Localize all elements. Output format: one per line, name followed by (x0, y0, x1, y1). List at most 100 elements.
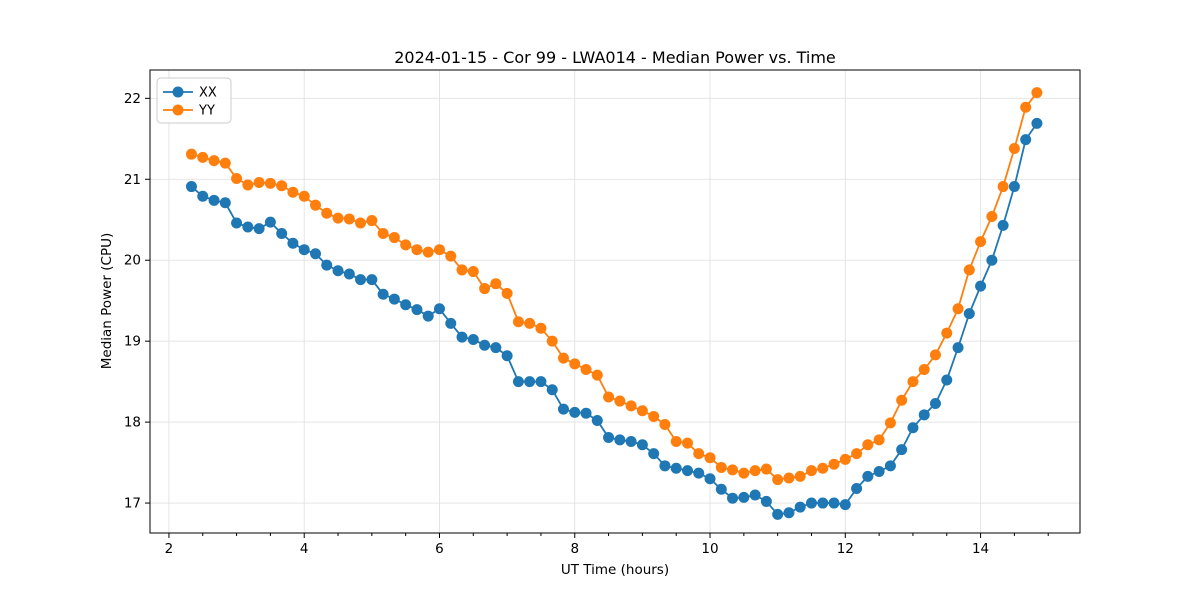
data-point (253, 177, 265, 189)
data-point (557, 352, 569, 364)
data-point (659, 460, 671, 472)
data-point (276, 228, 288, 240)
x-tick-label: 6 (435, 541, 444, 557)
data-point (952, 303, 964, 315)
data-point (445, 250, 457, 262)
data-point (682, 437, 694, 449)
data-point (851, 448, 863, 460)
data-point (839, 453, 851, 465)
data-point (524, 376, 536, 388)
data-point (467, 266, 479, 278)
data-point (580, 407, 592, 419)
data-point (929, 397, 941, 409)
data-point (817, 497, 829, 509)
x-axis-label: UT Time (hours) (561, 562, 669, 578)
data-point (366, 274, 378, 286)
data-point (715, 461, 727, 473)
data-point (467, 334, 479, 346)
data-point (535, 376, 547, 388)
data-point (625, 436, 637, 448)
data-point (873, 465, 885, 477)
data-point (400, 299, 412, 311)
data-point (862, 439, 874, 451)
data-point (704, 452, 716, 464)
legend-label-yy: YY (198, 104, 215, 119)
x-tick-label: 8 (570, 541, 579, 557)
data-point (501, 350, 513, 362)
data-point (524, 317, 536, 329)
data-point (490, 342, 502, 354)
data-point (569, 406, 581, 418)
data-point (242, 221, 254, 233)
data-point (242, 179, 254, 191)
data-point (997, 181, 1009, 193)
data-point (422, 310, 434, 322)
data-point (636, 405, 648, 417)
x-tick-label: 14 (972, 541, 989, 557)
tick-label-layer: 2 4 6 8 10 12 14 17 18 19 20 21 22 (124, 91, 989, 557)
series-line-xx (190, 122, 1038, 516)
data-point (546, 335, 558, 347)
legend-label-xx: XX (199, 86, 217, 101)
data-point (332, 265, 344, 277)
data-point (400, 239, 412, 251)
data-point (693, 448, 705, 460)
data-point (783, 472, 795, 484)
data-point (287, 186, 299, 198)
data-point (445, 317, 457, 329)
y-tick-label: 20 (124, 253, 141, 269)
data-point (963, 264, 975, 276)
x-tick-label: 4 (300, 541, 309, 557)
data-point (366, 215, 378, 227)
data-point (929, 349, 941, 361)
data-point (772, 474, 784, 486)
data-point (310, 199, 322, 211)
data-point (456, 264, 468, 276)
data-point (648, 448, 660, 460)
data-point (670, 462, 682, 474)
data-point (975, 280, 987, 292)
data-point (851, 482, 863, 494)
data-point (884, 417, 896, 429)
data-point (783, 507, 795, 519)
data-point (1020, 101, 1032, 113)
series-layer (185, 87, 1043, 520)
data-point (591, 369, 603, 381)
data-point (907, 422, 919, 434)
data-point (580, 363, 592, 375)
data-point (512, 316, 524, 328)
data-point (197, 190, 209, 202)
data-point (310, 248, 322, 260)
data-point (614, 434, 626, 446)
data-point (884, 460, 896, 472)
data-point (862, 470, 874, 482)
data-point (749, 489, 761, 501)
data-point (433, 244, 445, 256)
data-point (535, 322, 547, 334)
data-point (388, 232, 400, 244)
data-point (185, 148, 197, 160)
data-point (208, 194, 220, 206)
data-point (591, 414, 603, 426)
data-point (197, 151, 209, 163)
data-point (603, 431, 615, 443)
legend-marker-yy (172, 104, 184, 116)
data-point (614, 395, 626, 407)
data-point (185, 181, 197, 193)
data-point (332, 212, 344, 224)
y-axis-label: Median Power (CPU) (99, 233, 115, 369)
data-point (411, 304, 423, 316)
data-point (975, 236, 987, 248)
data-point (321, 259, 333, 271)
data-point (456, 331, 468, 343)
data-point (659, 419, 671, 431)
data-point (219, 197, 231, 209)
y-tick-label: 18 (124, 415, 141, 431)
data-point (986, 211, 998, 223)
data-point (1008, 143, 1020, 155)
data-point (546, 384, 558, 396)
data-point (636, 439, 648, 451)
data-point (670, 436, 682, 448)
data-point (287, 237, 299, 249)
data-point (343, 268, 355, 280)
